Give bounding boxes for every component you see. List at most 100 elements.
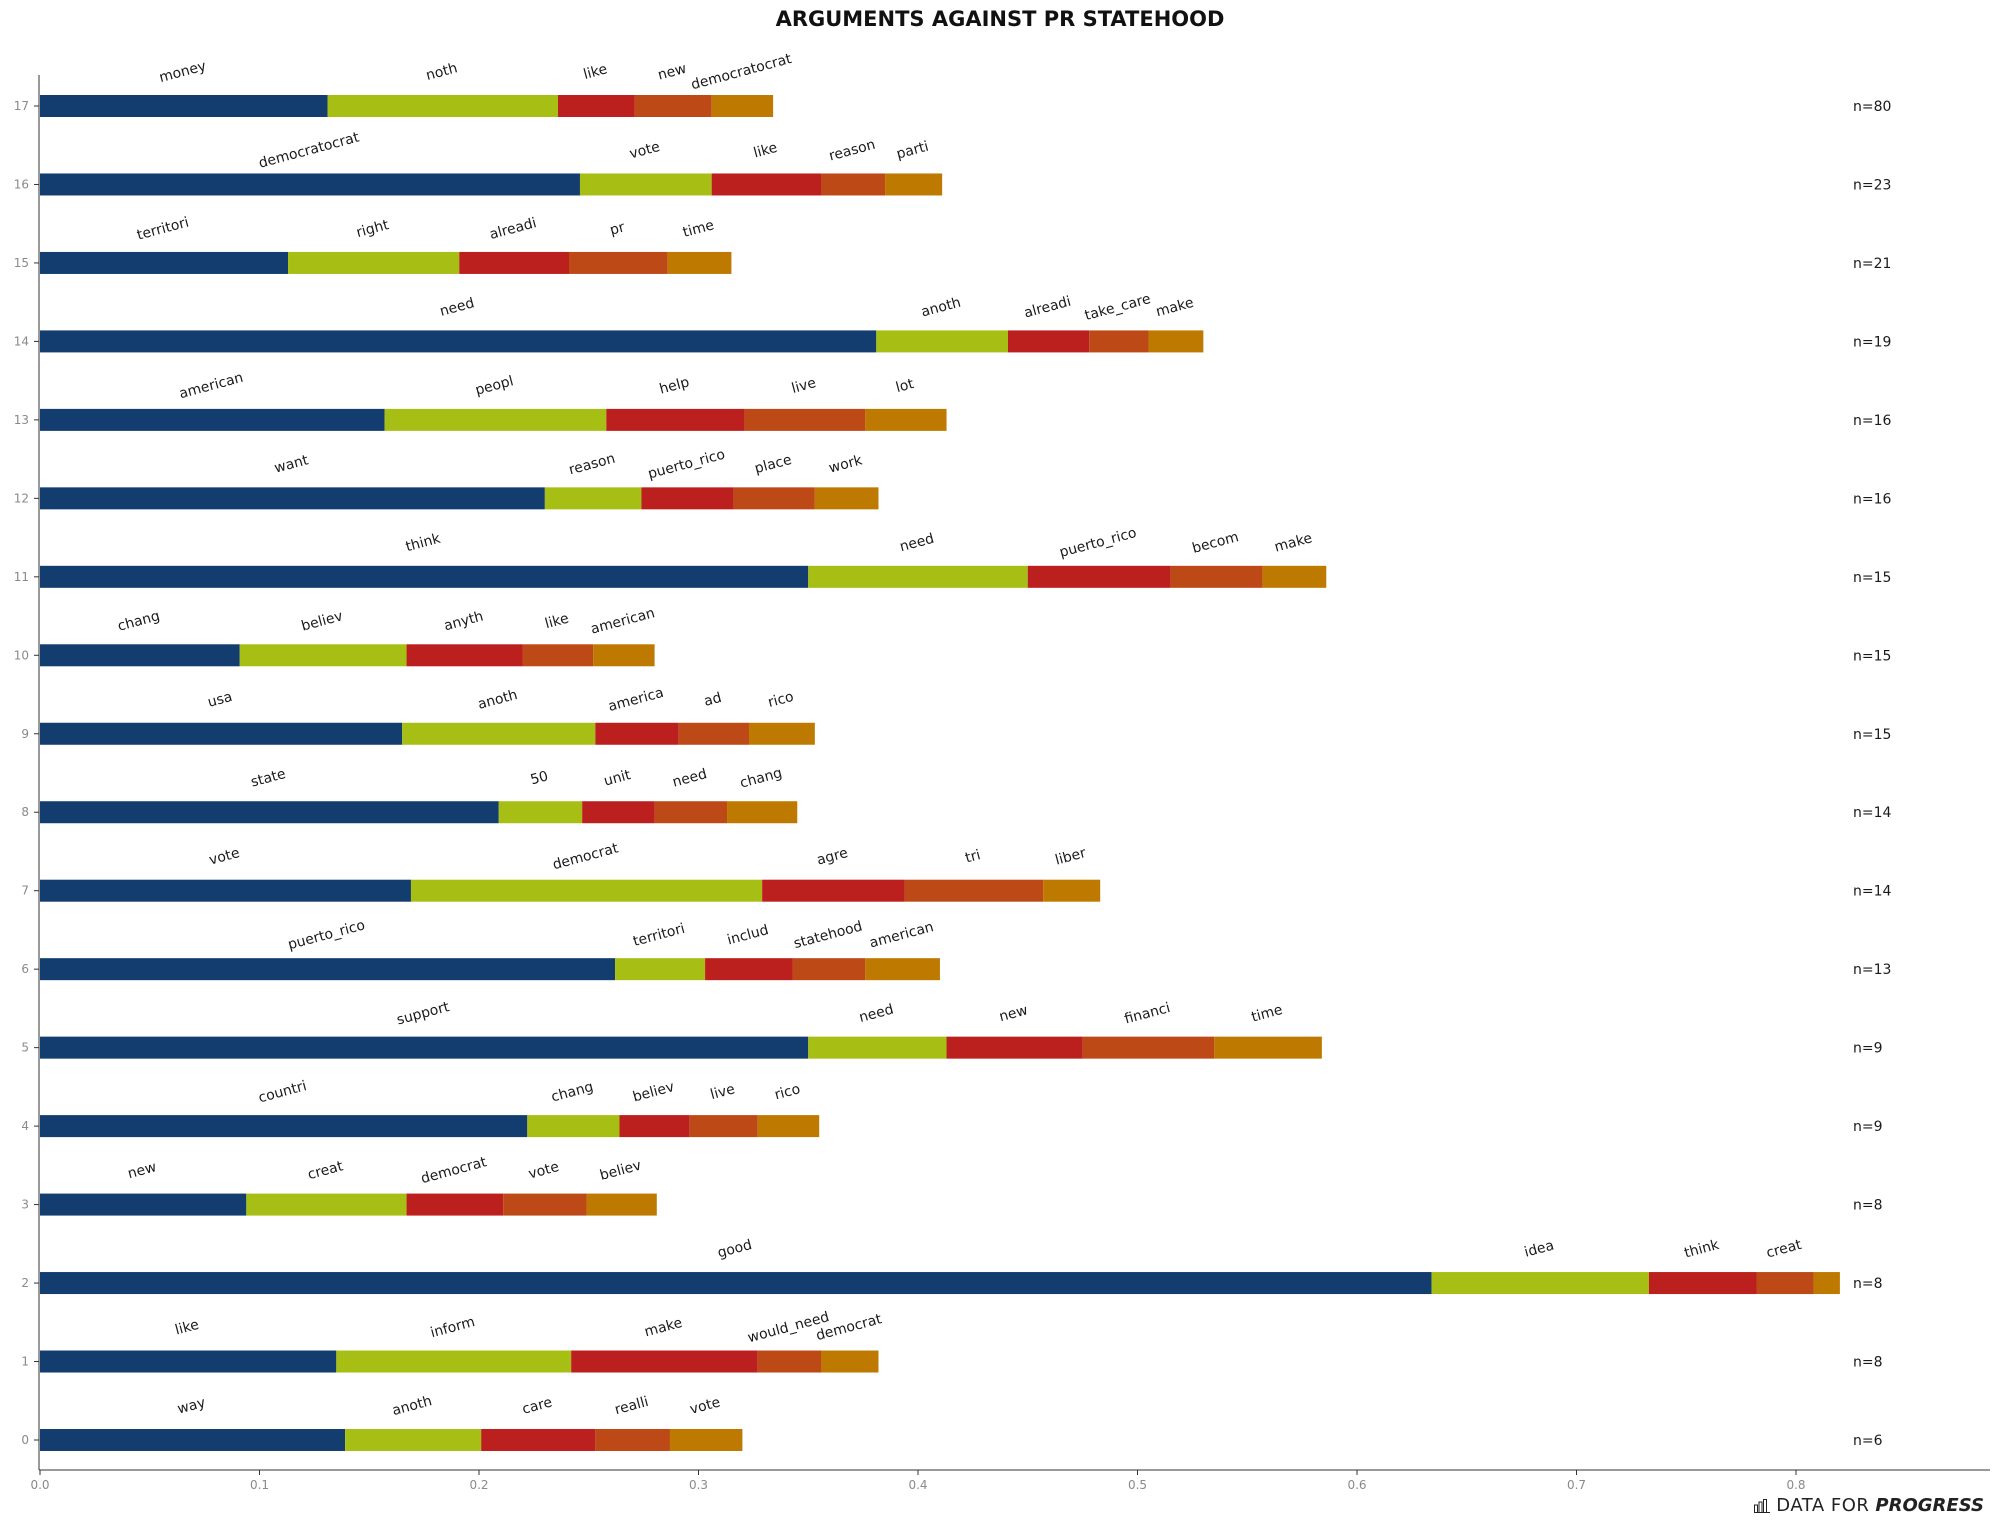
bar-segment xyxy=(1043,879,1101,902)
segment-word-label: time xyxy=(681,217,716,241)
segment-word-label: tri xyxy=(964,847,983,866)
segment-word-label: think xyxy=(404,530,443,555)
bar-segment xyxy=(865,408,947,431)
segment-word-label: help xyxy=(658,374,691,397)
y-tick-label: 9 xyxy=(21,727,29,741)
bar-segment xyxy=(503,1193,587,1216)
bar-segment xyxy=(1813,1272,1840,1295)
sample-size-label: n=9 xyxy=(1853,1119,1883,1135)
x-tick-label: 0.3 xyxy=(689,1478,708,1492)
bar-row: 6 puerto_rico territori includ statehood amer… xyxy=(21,917,1891,981)
y-tick-label: 4 xyxy=(21,1119,29,1133)
segment-word-label: idea xyxy=(1523,1238,1556,1261)
y-tick-label: 0 xyxy=(21,1433,29,1447)
bar-segment xyxy=(40,487,545,510)
sample-size-label: n=14 xyxy=(1853,884,1892,900)
bar-segment xyxy=(40,958,616,981)
x-tick-label: 0.4 xyxy=(908,1478,927,1492)
bar-segment xyxy=(1214,1036,1322,1059)
segment-word-label: becom xyxy=(1191,529,1241,557)
bar-segment xyxy=(40,330,877,353)
bar-segment xyxy=(571,1350,758,1373)
bar-row: 8 state 50 unit need chang n=14 xyxy=(21,765,1892,824)
y-tick-label: 1 xyxy=(21,1355,29,1369)
bar-segment xyxy=(904,879,1044,902)
segment-word-label: america xyxy=(607,685,666,715)
segment-word-label: financi xyxy=(1123,1000,1172,1028)
sample-size-label: n=19 xyxy=(1853,334,1891,350)
y-tick-label: 12 xyxy=(14,491,29,505)
x-tick-label: 0.1 xyxy=(250,1478,269,1492)
bar-segment xyxy=(544,487,642,510)
bar-segment xyxy=(40,251,289,274)
segment-word-label: reason xyxy=(567,451,617,479)
segment-word-label: realli xyxy=(613,1394,650,1418)
segment-word-label: vote xyxy=(527,1159,561,1182)
bar-segment xyxy=(711,95,774,117)
bar-row: 14 need anoth alreadi take_care make n=19 xyxy=(14,291,1891,353)
bar-segment xyxy=(1082,1036,1215,1059)
bar-segment xyxy=(246,1193,407,1216)
segment-word-label: american xyxy=(589,605,657,637)
segment-word-label: like xyxy=(543,611,570,633)
bar-segment xyxy=(40,408,385,431)
bar-segment xyxy=(40,1350,337,1373)
bar-segment xyxy=(1431,1272,1649,1295)
bar-segment xyxy=(711,173,822,196)
bar-segment xyxy=(336,1350,572,1373)
segment-word-label: chang xyxy=(116,608,162,635)
bar-segment xyxy=(1007,330,1090,353)
sample-size-label: n=15 xyxy=(1853,648,1891,664)
segment-word-label: rico xyxy=(773,1081,802,1103)
bar-segment xyxy=(595,722,679,745)
segment-word-label: believ xyxy=(631,1079,676,1105)
bar-segment xyxy=(727,801,798,824)
bar-segment xyxy=(410,879,763,902)
segment-word-label: parti xyxy=(895,139,931,163)
bar-row: 2 good idea think creat n=8 xyxy=(21,1237,1883,1295)
segment-word-label: vote xyxy=(628,139,662,162)
data-for-progress-logo: DATA FOR PROGRESS xyxy=(1754,1495,1984,1516)
y-tick-label: 13 xyxy=(14,413,29,427)
bar-segment xyxy=(619,1115,690,1138)
segment-word-label: money xyxy=(157,58,207,86)
bar-row: 0 way anoth care realli vote n=6 xyxy=(21,1393,1883,1451)
segment-word-label: believ xyxy=(300,608,345,634)
bar-segment xyxy=(885,173,943,196)
segment-word-label: take_care xyxy=(1083,291,1152,324)
bar-segment xyxy=(586,1193,657,1216)
bar-segment xyxy=(40,644,240,667)
segment-word-label: puerto_rico xyxy=(646,447,727,483)
y-tick-label: 6 xyxy=(21,962,29,976)
segment-word-label: need xyxy=(898,531,936,556)
segment-word-label: lot xyxy=(894,376,916,396)
bar-segment xyxy=(481,1428,596,1451)
bar-row: 16 democratocrat vote like reason parti n=23 xyxy=(14,129,1891,196)
bar-segment xyxy=(689,1115,758,1138)
sample-size-label: n=15 xyxy=(1853,570,1891,586)
bar-segment xyxy=(327,95,559,117)
y-tick-label: 3 xyxy=(21,1198,29,1212)
bar-segment xyxy=(40,173,580,196)
segment-word-label: vote xyxy=(688,1394,722,1417)
segment-word-label: noth xyxy=(424,60,459,84)
sample-size-label: n=8 xyxy=(1853,1276,1883,1292)
bar-segment xyxy=(744,408,866,431)
segment-word-label: statehood xyxy=(792,918,864,952)
segment-word-label: vote xyxy=(207,845,241,868)
bar-segment xyxy=(667,251,732,274)
sample-size-label: n=8 xyxy=(1853,1198,1883,1214)
bar-segment xyxy=(558,95,635,117)
bar-row: 11 think need puerto_rico becom make n=15 xyxy=(14,525,1891,588)
bar-row: 4 countri chang believ live rico n=9 xyxy=(21,1078,1883,1138)
segment-word-label: creat xyxy=(306,1158,345,1183)
bar-segment xyxy=(498,801,583,824)
bar-segment xyxy=(733,487,815,510)
segment-word-label: make xyxy=(1154,295,1195,320)
segment-word-label: anoth xyxy=(391,1393,434,1419)
bar-row: 3 new creat democrat vote believ n=8 xyxy=(21,1154,1883,1216)
x-tick-label: 0.2 xyxy=(469,1478,488,1492)
bar-row: 17 money noth like new democratocrat n=80 xyxy=(14,51,1891,117)
segment-word-label: think xyxy=(1683,1237,1722,1262)
